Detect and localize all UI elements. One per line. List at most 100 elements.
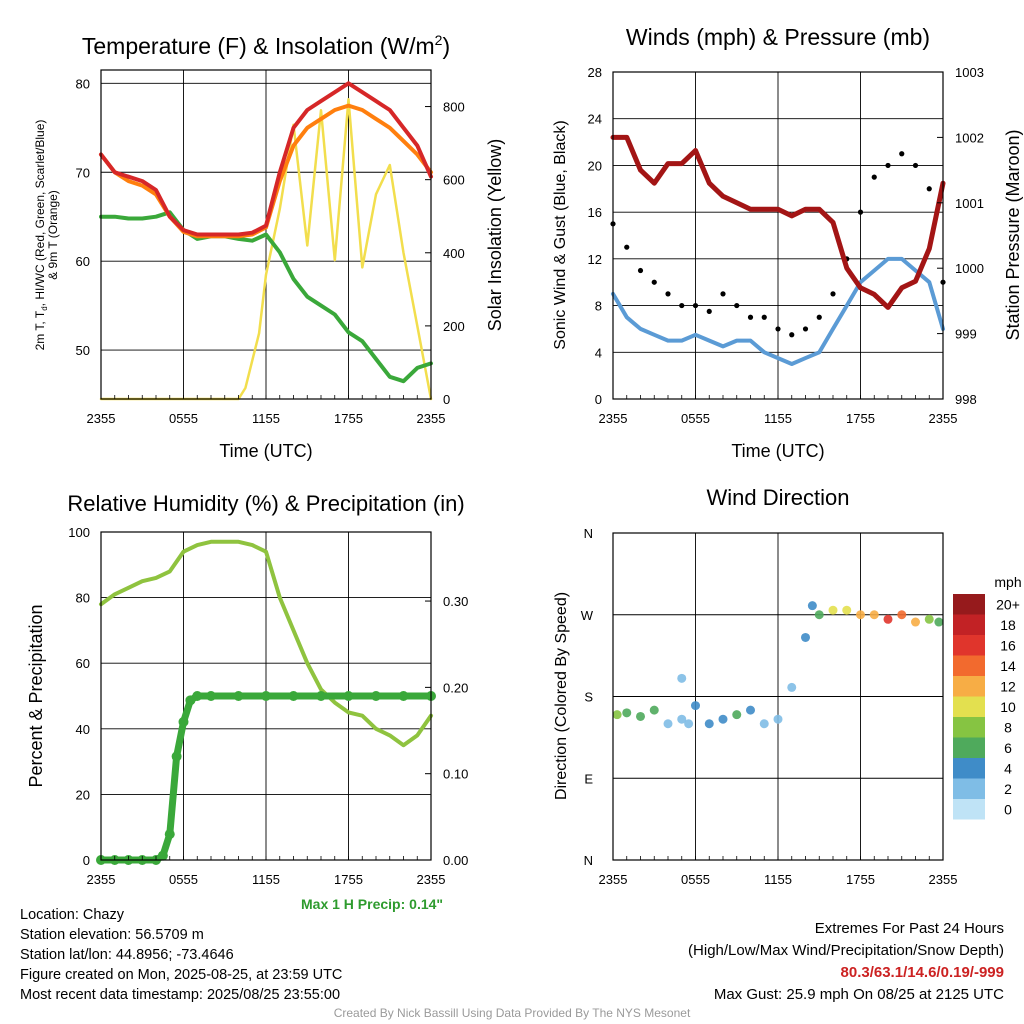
- gust-point: [775, 326, 781, 332]
- direction-panel: Wind Direction 2355 0555 1155 1755 2355 N E S W N…: [553, 485, 1022, 887]
- precip-point: [261, 691, 271, 701]
- gust-point: [679, 302, 685, 309]
- max-gust-text: Max Gust: 25.9 mph On 08/25 at 2125 UTC: [713, 986, 1004, 1003]
- x-tick-label: 1155: [764, 411, 792, 426]
- direction-point: [612, 710, 622, 720]
- humidity-title: Relative Humidity (%) & Precipitation (i…: [67, 491, 464, 516]
- x-tick-label: 2355: [87, 872, 116, 887]
- colorbar-label: 18: [1000, 617, 1016, 633]
- credit-text: Created By Nick Bassill Using Data Provi…: [333, 1006, 691, 1020]
- direction-point: [924, 614, 934, 624]
- direction-point: [732, 710, 742, 720]
- pressure-line: [610, 134, 946, 310]
- colorbar-swatch: [953, 737, 985, 758]
- y-right-tick-label: 600: [443, 173, 465, 188]
- y-right-tick-label: 0: [443, 392, 450, 407]
- direction-tick-label: N: [584, 526, 593, 541]
- x-tick-label: 0555: [681, 872, 710, 887]
- temperature-ticks: 2355 0555 1155 1755 235550607080020040060080…: [76, 76, 465, 426]
- colorbar-label: 10: [1000, 699, 1016, 715]
- x-tick-label: 1755: [846, 411, 875, 426]
- gust-point: [789, 332, 795, 338]
- precip-point: [164, 829, 175, 840]
- gust-point: [651, 279, 657, 285]
- colorbar-label: 0: [1004, 801, 1012, 817]
- colorbar-swatch: [953, 655, 985, 676]
- humidity-panel: Relative Humidity (%) & Precipitation (i…: [26, 491, 468, 887]
- direction-point: [746, 705, 755, 715]
- winds-xlabel: Time (UTC): [731, 441, 824, 461]
- colorbar-label: 8: [1004, 719, 1012, 735]
- y-left-tick-label: 100: [68, 525, 90, 540]
- y-left-tick-label: 8: [595, 299, 602, 314]
- y-left-tick-label: 28: [588, 65, 602, 80]
- created-text: Figure created on Mon, 2025-08-25, at 23…: [20, 967, 343, 983]
- direction-point: [684, 719, 694, 729]
- gust-point: [720, 291, 726, 297]
- y-left-tick-label: 16: [588, 205, 602, 220]
- y-left-tick-label: 80: [76, 591, 90, 606]
- precip-point: [398, 691, 409, 701]
- x-tick-label: 1155: [252, 411, 280, 426]
- direction-point: [828, 605, 838, 615]
- precip-point: [371, 691, 381, 701]
- direction-point: [649, 705, 659, 715]
- y-right-tick-label: 0.00: [443, 853, 468, 868]
- direction-point: [869, 610, 879, 620]
- gust-point: [926, 186, 932, 192]
- temp-2m-line: [99, 81, 433, 237]
- colorbar-label: 12: [1000, 678, 1016, 694]
- x-tick-label: 1755: [334, 872, 363, 887]
- colorbar-title: mph: [994, 574, 1021, 590]
- direction-tick-label: E: [584, 771, 593, 786]
- y-right-tick-label: 1002: [955, 130, 984, 145]
- x-tick-label: 1755: [846, 872, 875, 887]
- x-tick-label: 0555: [169, 872, 198, 887]
- direction-points: [612, 601, 944, 729]
- winds-grid: [612, 71, 944, 400]
- y-right-tick-label: 400: [443, 246, 465, 261]
- y-right-tick-label: 998: [955, 392, 977, 407]
- x-tick-label: 1755: [334, 411, 363, 426]
- precip-point: [171, 751, 182, 762]
- direction-point: [773, 714, 783, 724]
- direction-point: [704, 719, 714, 729]
- colorbar-swatch: [953, 717, 985, 738]
- direction-point: [814, 610, 824, 620]
- y-right-tick-label: 1000: [955, 261, 984, 276]
- humidity-ylabel-left: Percent & Precipitation: [26, 604, 46, 787]
- direction-point: [807, 601, 817, 611]
- direction-point: [801, 632, 810, 642]
- colorbar-swatch: [953, 778, 985, 799]
- y-left-tick-label: 80: [76, 76, 90, 91]
- temperature-series: [99, 81, 433, 401]
- y-right-tick-label: 800: [443, 100, 465, 115]
- y-left-tick-label: 24: [588, 112, 602, 127]
- y-left-tick-label: 0: [83, 853, 90, 868]
- sonic-wind-line: [611, 256, 945, 366]
- gust-point: [802, 326, 809, 332]
- colorbar-swatch: [953, 594, 985, 615]
- temperature-title: Temperature (F) & Insolation (W/m2): [82, 32, 450, 59]
- direction-point: [677, 714, 687, 724]
- x-tick-label: 2355: [929, 872, 958, 887]
- direction-tick-label: S: [584, 690, 593, 705]
- precip-point: [157, 850, 168, 861]
- colorbar-swatch: [953, 799, 985, 820]
- y-right-tick-label: 0.20: [443, 680, 468, 695]
- y-left-tick-label: 50: [76, 343, 90, 358]
- direction-point: [934, 617, 944, 627]
- x-tick-label: 1155: [252, 872, 280, 887]
- direction-point: [622, 708, 632, 718]
- gust-point: [830, 291, 836, 297]
- temperature-ylabel-left-line2: & 9m T (Orange): [46, 190, 60, 280]
- colorbar-swatch: [953, 696, 985, 717]
- colorbar-label: 20+: [996, 596, 1020, 612]
- precip-point: [192, 691, 203, 701]
- speed-colorbar: 0 2 4 6 8 10 12 14 16 18 20+: [953, 594, 1020, 820]
- direction-title: Wind Direction: [706, 485, 849, 510]
- direction-point: [911, 617, 920, 627]
- gust-point: [706, 308, 712, 315]
- colorbar-swatch: [953, 614, 985, 635]
- gust-point: [624, 244, 630, 250]
